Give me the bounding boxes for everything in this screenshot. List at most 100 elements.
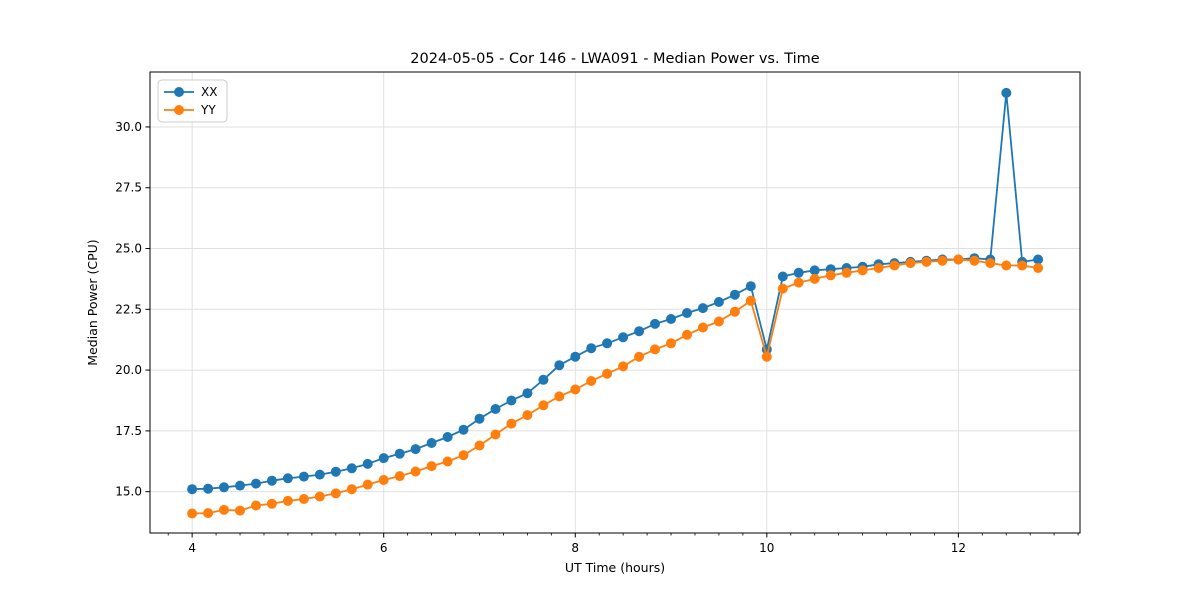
data-point-yy [905, 258, 916, 269]
data-point-xx [666, 314, 676, 324]
data-point-xx [282, 473, 293, 484]
data-point-yy [314, 491, 325, 502]
data-point-yy [251, 500, 261, 511]
data-point-xx [203, 483, 214, 494]
chart-title: 2024-05-05 - Cor 146 - LWA091 - Median P… [410, 51, 819, 67]
x-tick-label: 10 [759, 541, 774, 555]
y-tick-label: 20.0 [115, 363, 142, 377]
data-point-yy [426, 461, 437, 472]
grid-lines [150, 72, 1080, 533]
data-series [187, 87, 1044, 519]
data-point-xx [682, 308, 692, 318]
data-point-xx [777, 271, 788, 282]
data-point-xx [809, 265, 820, 276]
data-point-yy [713, 316, 724, 327]
data-point-yy [458, 450, 469, 461]
data-point-xx [330, 466, 341, 477]
data-point-xx [586, 343, 597, 354]
data-point-xx [1033, 254, 1044, 265]
data-point-xx [1001, 87, 1012, 98]
series-line-xx [192, 92, 1039, 491]
data-point-yy [266, 498, 277, 509]
data-point-yy [985, 258, 996, 269]
data-point-yy [969, 255, 980, 266]
data-point-xx [570, 351, 581, 362]
x-tick-label: 6 [380, 541, 388, 555]
data-point-yy [538, 400, 549, 411]
data-point-yy [570, 384, 581, 395]
data-point-yy [921, 256, 932, 267]
data-point-yy [857, 265, 868, 276]
data-point-yy [282, 495, 293, 506]
data-point-xx [314, 469, 325, 480]
y-tick-label: 17.5 [115, 424, 142, 438]
data-point-yy [1033, 263, 1044, 273]
plot-border [149, 71, 1081, 534]
data-point-xx [650, 318, 660, 329]
data-point-xx [506, 395, 517, 406]
data-point-yy [793, 277, 804, 288]
data-point-yy [442, 456, 453, 467]
data-point-xx [426, 438, 437, 448]
data-point-xx [745, 281, 756, 292]
legend: XX YY [157, 79, 228, 123]
data-point-xx [602, 338, 613, 349]
y-axis-label: Median Power (CPU) [85, 239, 100, 365]
data-point-xx [410, 444, 421, 455]
data-point-xx [474, 413, 485, 424]
data-point-yy [219, 504, 229, 515]
x-tick-label: 8 [571, 541, 579, 555]
data-point-yy [682, 329, 692, 340]
data-point-yy [203, 508, 214, 519]
data-point-yy [953, 254, 964, 265]
legend-marker-yy [174, 105, 184, 115]
data-point-yy [362, 479, 373, 490]
data-point-yy [586, 376, 597, 386]
data-point-yy [506, 418, 517, 429]
data-point-xx [251, 478, 261, 489]
y-tick-label: 30.0 [115, 120, 142, 134]
data-point-yy [187, 508, 198, 519]
data-point-yy [841, 267, 852, 278]
data-point-xx [346, 463, 357, 474]
data-point-yy [378, 475, 389, 485]
data-point-yy [554, 391, 565, 402]
y-tick-label: 27.5 [115, 181, 142, 195]
data-point-yy [618, 361, 629, 372]
y-tick-label: 25.0 [115, 242, 142, 256]
data-point-yy [1001, 260, 1012, 271]
data-point-xx [187, 484, 198, 495]
data-point-yy [298, 494, 309, 504]
data-point-xx [458, 424, 469, 435]
data-point-xx [697, 303, 708, 314]
x-axis-label: UT Time (hours) [565, 560, 665, 575]
data-point-yy [745, 295, 756, 306]
data-point-yy [650, 344, 660, 355]
data-point-yy [634, 351, 645, 362]
x-tick-label: 12 [951, 541, 966, 555]
data-point-xx [729, 289, 740, 300]
data-point-yy [235, 505, 245, 516]
data-point-xx [219, 482, 229, 493]
data-point-yy [346, 484, 357, 495]
data-point-xx [793, 267, 804, 278]
data-point-xx [362, 458, 373, 469]
data-point-yy [777, 283, 788, 294]
legend-label-yy: YY [200, 103, 216, 117]
data-point-yy [761, 351, 772, 362]
x-tick-label: 4 [188, 541, 196, 555]
data-point-yy [330, 488, 341, 499]
data-point-yy [602, 368, 613, 379]
data-point-yy [522, 410, 533, 421]
data-point-xx [490, 404, 501, 414]
data-point-yy [490, 429, 501, 440]
legend-label-xx: XX [201, 85, 217, 99]
axis-tick-labels: 4 6 8 10 12 15.0 17.5 20.0 22.5 25.0 27.5 30.0 [115, 120, 966, 555]
y-tick-label: 15.0 [115, 485, 142, 499]
data-point-xx [618, 332, 629, 343]
data-point-yy [1017, 260, 1028, 271]
data-point-yy [666, 338, 676, 349]
data-point-yy [889, 260, 900, 271]
